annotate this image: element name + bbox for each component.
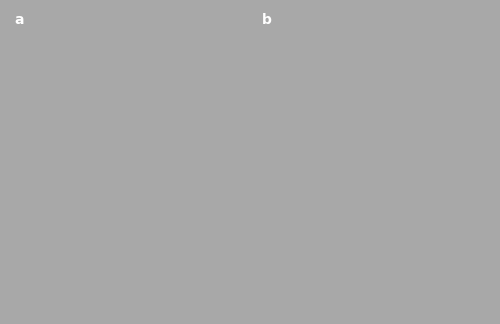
Text: b: b	[262, 13, 272, 27]
Text: a: a	[14, 13, 24, 27]
